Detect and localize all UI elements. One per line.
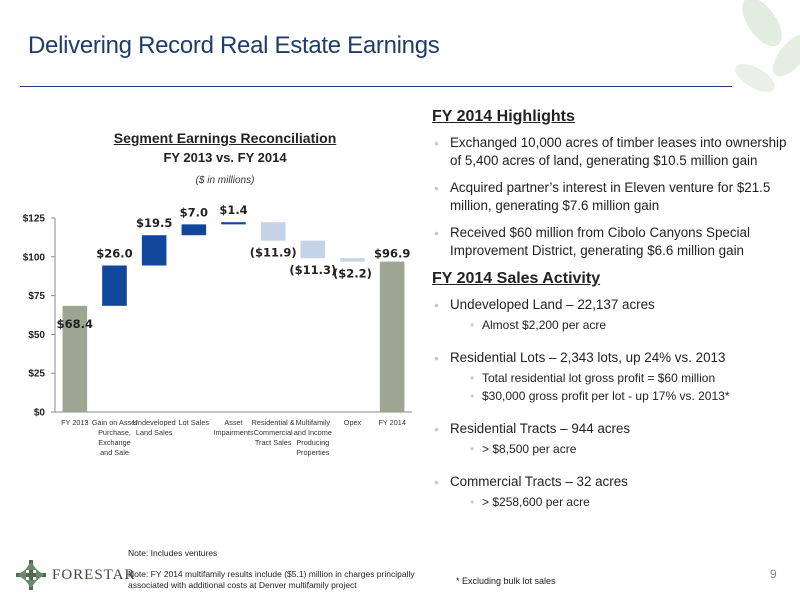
footnote: * Excluding bulk lot sales [456, 576, 556, 586]
x-tick-label: Producing [296, 438, 329, 447]
sales-item: Residential Lots – 2,343 lots, up 24% vs… [432, 349, 794, 411]
sales-heading: FY 2014 Sales Activity [432, 270, 601, 287]
logo-text: FORESTAR [52, 567, 136, 583]
bar-value-label: $26.0 [96, 246, 132, 260]
multifamily-note: Note: FY 2014 multifamily results includ… [128, 569, 415, 590]
y-tick-label: $100 [23, 252, 46, 263]
company-logo: FORESTAR [14, 558, 134, 592]
logo-emblem-icon [16, 560, 46, 590]
bar-total [62, 305, 88, 412]
bar-value-label: ($11.9) [250, 246, 297, 260]
title-divider [20, 86, 732, 87]
leaf-decoration-icon [735, 0, 800, 92]
highlights-heading: FY 2014 Highlights [432, 108, 575, 125]
sales-item: Undeveloped Land – 22,137 acres Almost $2… [432, 296, 794, 340]
y-tick-label: $50 [28, 330, 45, 341]
bar-increase [102, 265, 127, 306]
x-tick-label: Impairments [213, 428, 253, 437]
bar-decrease [300, 240, 326, 259]
highlight-item: Exchanged 10,000 acres of timber leases … [432, 134, 794, 170]
x-tick-label: Land Sales [136, 428, 173, 437]
x-tick-label: Properties [296, 448, 330, 457]
bar-increase [181, 224, 207, 236]
x-tick-label: FY 2014 [378, 418, 405, 427]
x-tick-label: and Sale [100, 448, 129, 457]
sales-item-text: Commercial Tracts – 32 acres [450, 474, 628, 489]
page-number: 9 [770, 567, 777, 581]
chart-subtitle: FY 2013 vs. FY 2014 [163, 150, 287, 165]
x-tick-label: FY 2013 [61, 418, 88, 427]
bar-value-label: $68.4 [57, 317, 93, 331]
x-tick-label: Undeveloped [133, 418, 176, 427]
bar-value-label: $96.9 [374, 247, 410, 261]
x-tick-label: Commercial [254, 428, 293, 437]
ventures-note: Note: Includes ventures [128, 548, 218, 558]
highlights-panel: FY 2014 Highlights Exchanged 10,000 acre… [432, 108, 794, 526]
highlights-list: Exchanged 10,000 acres of timber leases … [432, 134, 794, 260]
sales-subitem: Almost $2,200 per acre [450, 316, 794, 334]
bar-value-label: ($11.3) [289, 263, 336, 277]
x-tick-label: Exchange [98, 438, 130, 447]
sales-item: Commercial Tracts – 32 acres > $258,600 p… [432, 473, 794, 517]
x-tick-label: Residential & [252, 418, 295, 427]
sales-sublist: Total residential lot gross profit = $60… [450, 369, 794, 405]
x-tick-label: Purchase, [98, 428, 131, 437]
y-tick-label: $125 [23, 214, 46, 225]
chart-unit-note: ($ in millions) [195, 175, 255, 186]
bar-value-label: $7.0 [180, 205, 208, 219]
bar-value-label: $1.4 [219, 203, 247, 217]
y-tick-label: $75 [28, 291, 45, 302]
x-tick-label: and Income [294, 428, 332, 437]
highlight-item: Acquired partner’s interest in Eleven ve… [432, 179, 794, 215]
y-tick-label: $25 [28, 369, 45, 380]
x-tick-label: Gain on Asset [92, 418, 137, 427]
sales-item-text: Residential Tracts – 944 acres [450, 421, 631, 436]
page-title: Delivering Record Real Estate Earnings [28, 32, 440, 59]
x-tick-label: Tract Sales [255, 438, 292, 447]
sales-subitem: Total residential lot gross profit = $60… [450, 369, 794, 387]
bar-value-label: ($2.2) [333, 267, 372, 281]
sales-sublist: Almost $2,200 per acre [450, 316, 794, 334]
bar-decrease [260, 222, 286, 241]
sales-item: Residential Tracts – 944 acres > $8,500 p… [432, 420, 794, 464]
x-tick-label: Opex [344, 418, 362, 427]
sales-item-text: Residential Lots – 2,343 lots, up 24% vs… [450, 350, 726, 365]
x-tick-label: Multifamily [296, 418, 331, 427]
bar-decrease [340, 258, 365, 262]
highlight-item: Received $60 million from Cibolo Canyons… [432, 224, 794, 260]
sales-subitem: > $8,500 per acre [450, 440, 794, 458]
bar-increase [221, 222, 246, 225]
sales-item-text: Undeveloped Land – 22,137 acres [450, 297, 655, 312]
x-tick-label: Asset [224, 418, 242, 427]
sales-subitem: > $258,600 per acre [450, 493, 794, 511]
sales-subitem: $30,000 gross profit per lot - up 17% vs… [450, 387, 794, 405]
bar-total [379, 261, 405, 412]
y-tick-label: $0 [34, 408, 46, 419]
x-tick-label: Lot Sales [179, 418, 210, 427]
bar-value-label: $19.5 [136, 216, 172, 230]
bar-increase [141, 235, 167, 266]
chart-title: Segment Earnings Reconciliation [113, 130, 337, 146]
sales-sublist: > $258,600 per acre [450, 493, 794, 511]
sales-sublist: > $8,500 per acre [450, 440, 794, 458]
waterfall-chart: $0 $25 $50 $75 $100 $125 $68.4 FY 2013 $26.0 Gain… [23, 203, 412, 457]
sales-list: Undeveloped Land – 22,137 acres Almost $2… [432, 296, 794, 517]
